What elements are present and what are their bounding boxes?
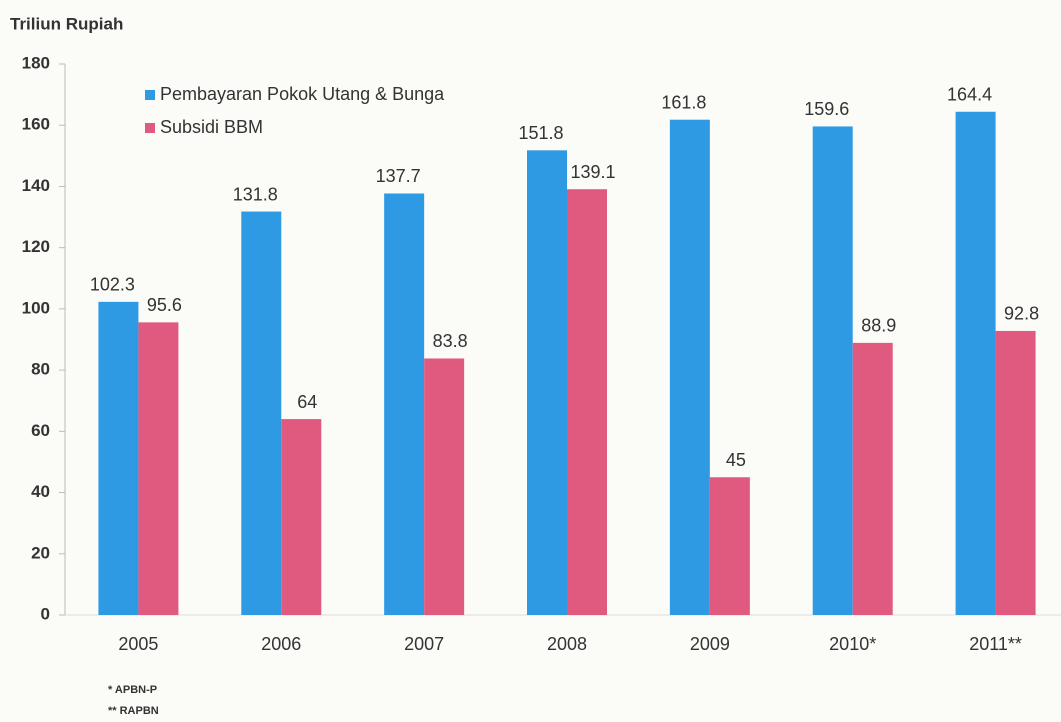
- bar: [98, 301, 139, 615]
- y-tick-label: 180: [22, 53, 50, 72]
- value-label: 139.1: [570, 162, 615, 182]
- y-tick-label: 160: [22, 115, 50, 134]
- bar: [852, 342, 893, 615]
- value-label: 159.6: [804, 99, 849, 119]
- value-label: 83.8: [433, 331, 468, 351]
- value-label: 164.4: [947, 85, 992, 105]
- value-label: 45: [726, 450, 746, 470]
- footnote: ** RAPBN: [108, 705, 159, 717]
- legend-label: Subsidi BBM: [160, 117, 263, 137]
- value-label: 92.8: [1004, 304, 1039, 324]
- y-axis-label: Triliun Rupiah: [10, 14, 123, 33]
- y-tick-label: 120: [22, 237, 50, 256]
- y-tick-label: 0: [41, 604, 50, 623]
- value-label: 95.6: [147, 295, 182, 315]
- x-tick-label: 2008: [547, 634, 587, 654]
- bar: [138, 322, 179, 615]
- bar: [955, 111, 996, 616]
- value-label: 102.3: [90, 275, 135, 295]
- value-label: 88.9: [861, 316, 896, 336]
- x-tick-label: 2011**: [969, 634, 1022, 654]
- x-tick-label: 2007: [404, 634, 444, 654]
- value-label: 64: [297, 392, 317, 412]
- bar: [812, 126, 853, 616]
- bar: [384, 193, 425, 616]
- legend-swatch: [145, 90, 155, 100]
- bar: [424, 358, 465, 615]
- x-tick-label: 2009: [690, 634, 730, 654]
- bar: [527, 150, 567, 615]
- x-tick-label: 2006: [261, 634, 301, 654]
- y-tick-label: 40: [31, 482, 50, 501]
- value-label: 137.7: [376, 166, 421, 186]
- y-tick-label: 60: [31, 421, 50, 440]
- y-tick-label: 20: [31, 543, 50, 562]
- bar: [281, 419, 322, 615]
- legend-label: Pembayaran Pokok Utang & Bunga: [160, 84, 445, 104]
- footnote: * APBN-P: [108, 684, 157, 696]
- value-label: 151.8: [518, 123, 563, 143]
- y-tick-label: 140: [22, 176, 50, 195]
- bar: [669, 119, 710, 615]
- value-label: 131.8: [233, 184, 278, 204]
- bar: [241, 211, 282, 615]
- bar: [995, 330, 1036, 615]
- y-tick-label: 100: [22, 298, 50, 317]
- bar: [567, 189, 607, 615]
- y-tick-label: 80: [31, 360, 50, 379]
- value-label: 161.8: [661, 92, 706, 112]
- bar: [709, 477, 750, 615]
- x-tick-label: 2005: [118, 634, 158, 654]
- x-tick-label: 2010*: [829, 634, 876, 654]
- legend-swatch: [145, 123, 155, 133]
